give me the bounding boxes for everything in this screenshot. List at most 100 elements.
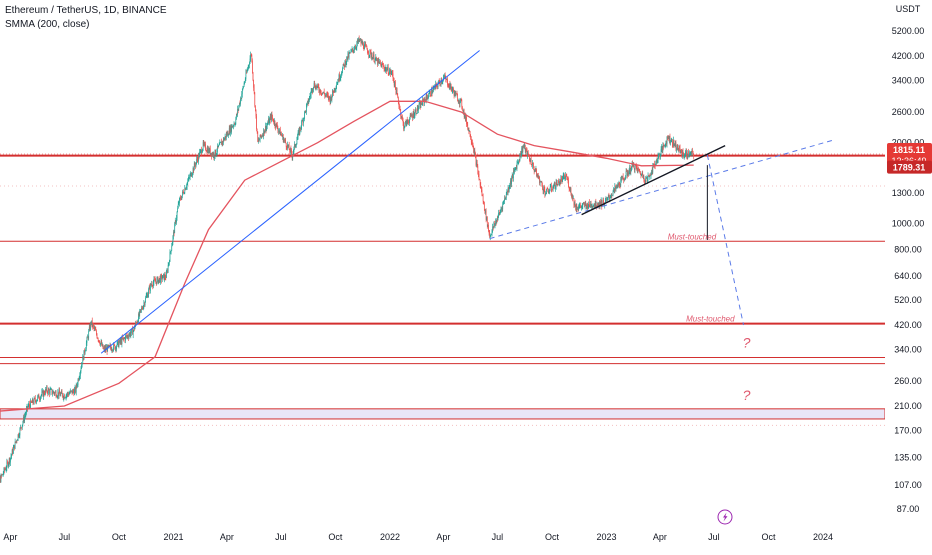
- candle-body: [20, 428, 21, 435]
- candle-body: [336, 85, 337, 88]
- time-tick-label: Apr: [3, 532, 17, 542]
- candle-body: [50, 390, 51, 394]
- candle-body: [558, 180, 559, 181]
- question-mark-annotation: ?: [743, 387, 751, 403]
- candle-body: [253, 72, 254, 80]
- time-tick-label: Oct: [328, 532, 343, 542]
- candle-body: [484, 202, 485, 209]
- symbol-title[interactable]: Ethereum / TetherUS, 1D, BINANCE: [5, 5, 167, 17]
- candle-body: [171, 246, 172, 250]
- time-tick-label: Oct: [761, 532, 776, 542]
- candle-body: [568, 180, 569, 187]
- candle-body: [297, 140, 298, 144]
- candle-body: [87, 338, 88, 343]
- time-axis-panel: [0, 527, 932, 550]
- time-tick-label: 2022: [380, 532, 400, 542]
- price-tick-label: 107.00: [894, 480, 922, 490]
- candle-body: [145, 298, 146, 302]
- candle-body: [85, 351, 86, 353]
- must-touched-annotation: Must-touched: [668, 232, 717, 241]
- candle-body: [368, 53, 369, 55]
- candle-body: [13, 448, 14, 453]
- candle-body: [254, 88, 255, 93]
- price-tick-label: 340.00: [894, 345, 922, 355]
- time-tick-label: 2023: [597, 532, 617, 542]
- candle-body: [36, 401, 37, 403]
- time-tick-label: Jul: [275, 532, 287, 542]
- candle-body: [301, 121, 302, 127]
- price-tick-label: 420.00: [894, 320, 922, 330]
- price-tick-label: 1300.00: [892, 188, 925, 198]
- candle-body: [374, 55, 375, 62]
- time-tick-label: Jul: [708, 532, 720, 542]
- candle-body: [517, 163, 518, 169]
- question-mark-annotation: ?: [743, 335, 751, 351]
- price-tick-label: 135.00: [894, 453, 922, 463]
- candle-body: [88, 331, 89, 338]
- candle-body: [531, 160, 532, 165]
- price-tick-label: 2600.00: [892, 107, 925, 117]
- candle-body: [613, 191, 614, 195]
- candle-body: [254, 92, 255, 105]
- candle-body: [81, 369, 82, 372]
- time-tick-label: Apr: [653, 532, 667, 542]
- price-tick-label: 5200.00: [892, 26, 925, 36]
- candle-body: [162, 278, 163, 280]
- last-price-label: 1815.11: [893, 145, 925, 155]
- price-tick-label: 3400.00: [892, 76, 925, 86]
- candle-body: [551, 185, 552, 189]
- time-tick-label: Oct: [112, 532, 127, 542]
- candle-body: [580, 205, 581, 206]
- candle-body: [82, 364, 83, 365]
- candle-body: [131, 329, 132, 333]
- candle-body: [511, 178, 512, 184]
- candle-body: [219, 145, 220, 146]
- candle-body: [546, 189, 547, 194]
- price-tick-label: 4200.00: [892, 51, 925, 61]
- time-tick-label: Apr: [220, 532, 234, 542]
- price-tick-label: 1000.00: [892, 219, 925, 229]
- candle-body: [272, 117, 273, 118]
- candle-body: [256, 116, 257, 129]
- candle-body: [462, 107, 463, 110]
- time-tick-label: 2024: [813, 532, 833, 542]
- candle-body: [380, 63, 381, 64]
- time-tick-label: Jul: [59, 532, 71, 542]
- price-tick-label: 640.00: [894, 271, 922, 281]
- must-touched-annotation: Must-touched: [686, 315, 735, 324]
- time-tick-label: Apr: [436, 532, 450, 542]
- candle-body: [419, 104, 420, 108]
- support-zone-band: [0, 409, 885, 419]
- candle-body: [651, 175, 652, 176]
- price-tick-label: 210.00: [894, 401, 922, 411]
- candle-body: [252, 61, 253, 73]
- price-tick-label: 800.00: [894, 245, 922, 255]
- candle-body: [285, 140, 286, 143]
- candle-body: [635, 165, 636, 170]
- price-tick-label: 520.00: [894, 295, 922, 305]
- candle-body: [148, 289, 149, 294]
- time-tick-label: 2021: [163, 532, 183, 542]
- candle-body: [483, 196, 484, 202]
- candle-body: [488, 225, 489, 231]
- candle-body: [416, 110, 417, 114]
- time-tick-label: Jul: [492, 532, 504, 542]
- level-price-label: 1789.31: [893, 163, 926, 173]
- time-tick-label: Oct: [545, 532, 560, 542]
- price-tick-label: 170.00: [894, 426, 922, 436]
- candle-body: [542, 185, 543, 189]
- candle-body: [626, 171, 627, 177]
- price-tick-label: 87.00: [897, 504, 920, 514]
- candle-body: [255, 105, 256, 109]
- price-tick-label: 260.00: [894, 376, 922, 386]
- candle-body: [177, 212, 178, 218]
- candle-body: [11, 454, 12, 456]
- indicator-legend[interactable]: SMMA (200, close): [5, 19, 89, 31]
- candle-body: [240, 98, 241, 103]
- candle-body: [479, 174, 480, 179]
- candle-body: [177, 208, 178, 212]
- candle-body: [693, 154, 694, 156]
- candle-body: [430, 91, 431, 95]
